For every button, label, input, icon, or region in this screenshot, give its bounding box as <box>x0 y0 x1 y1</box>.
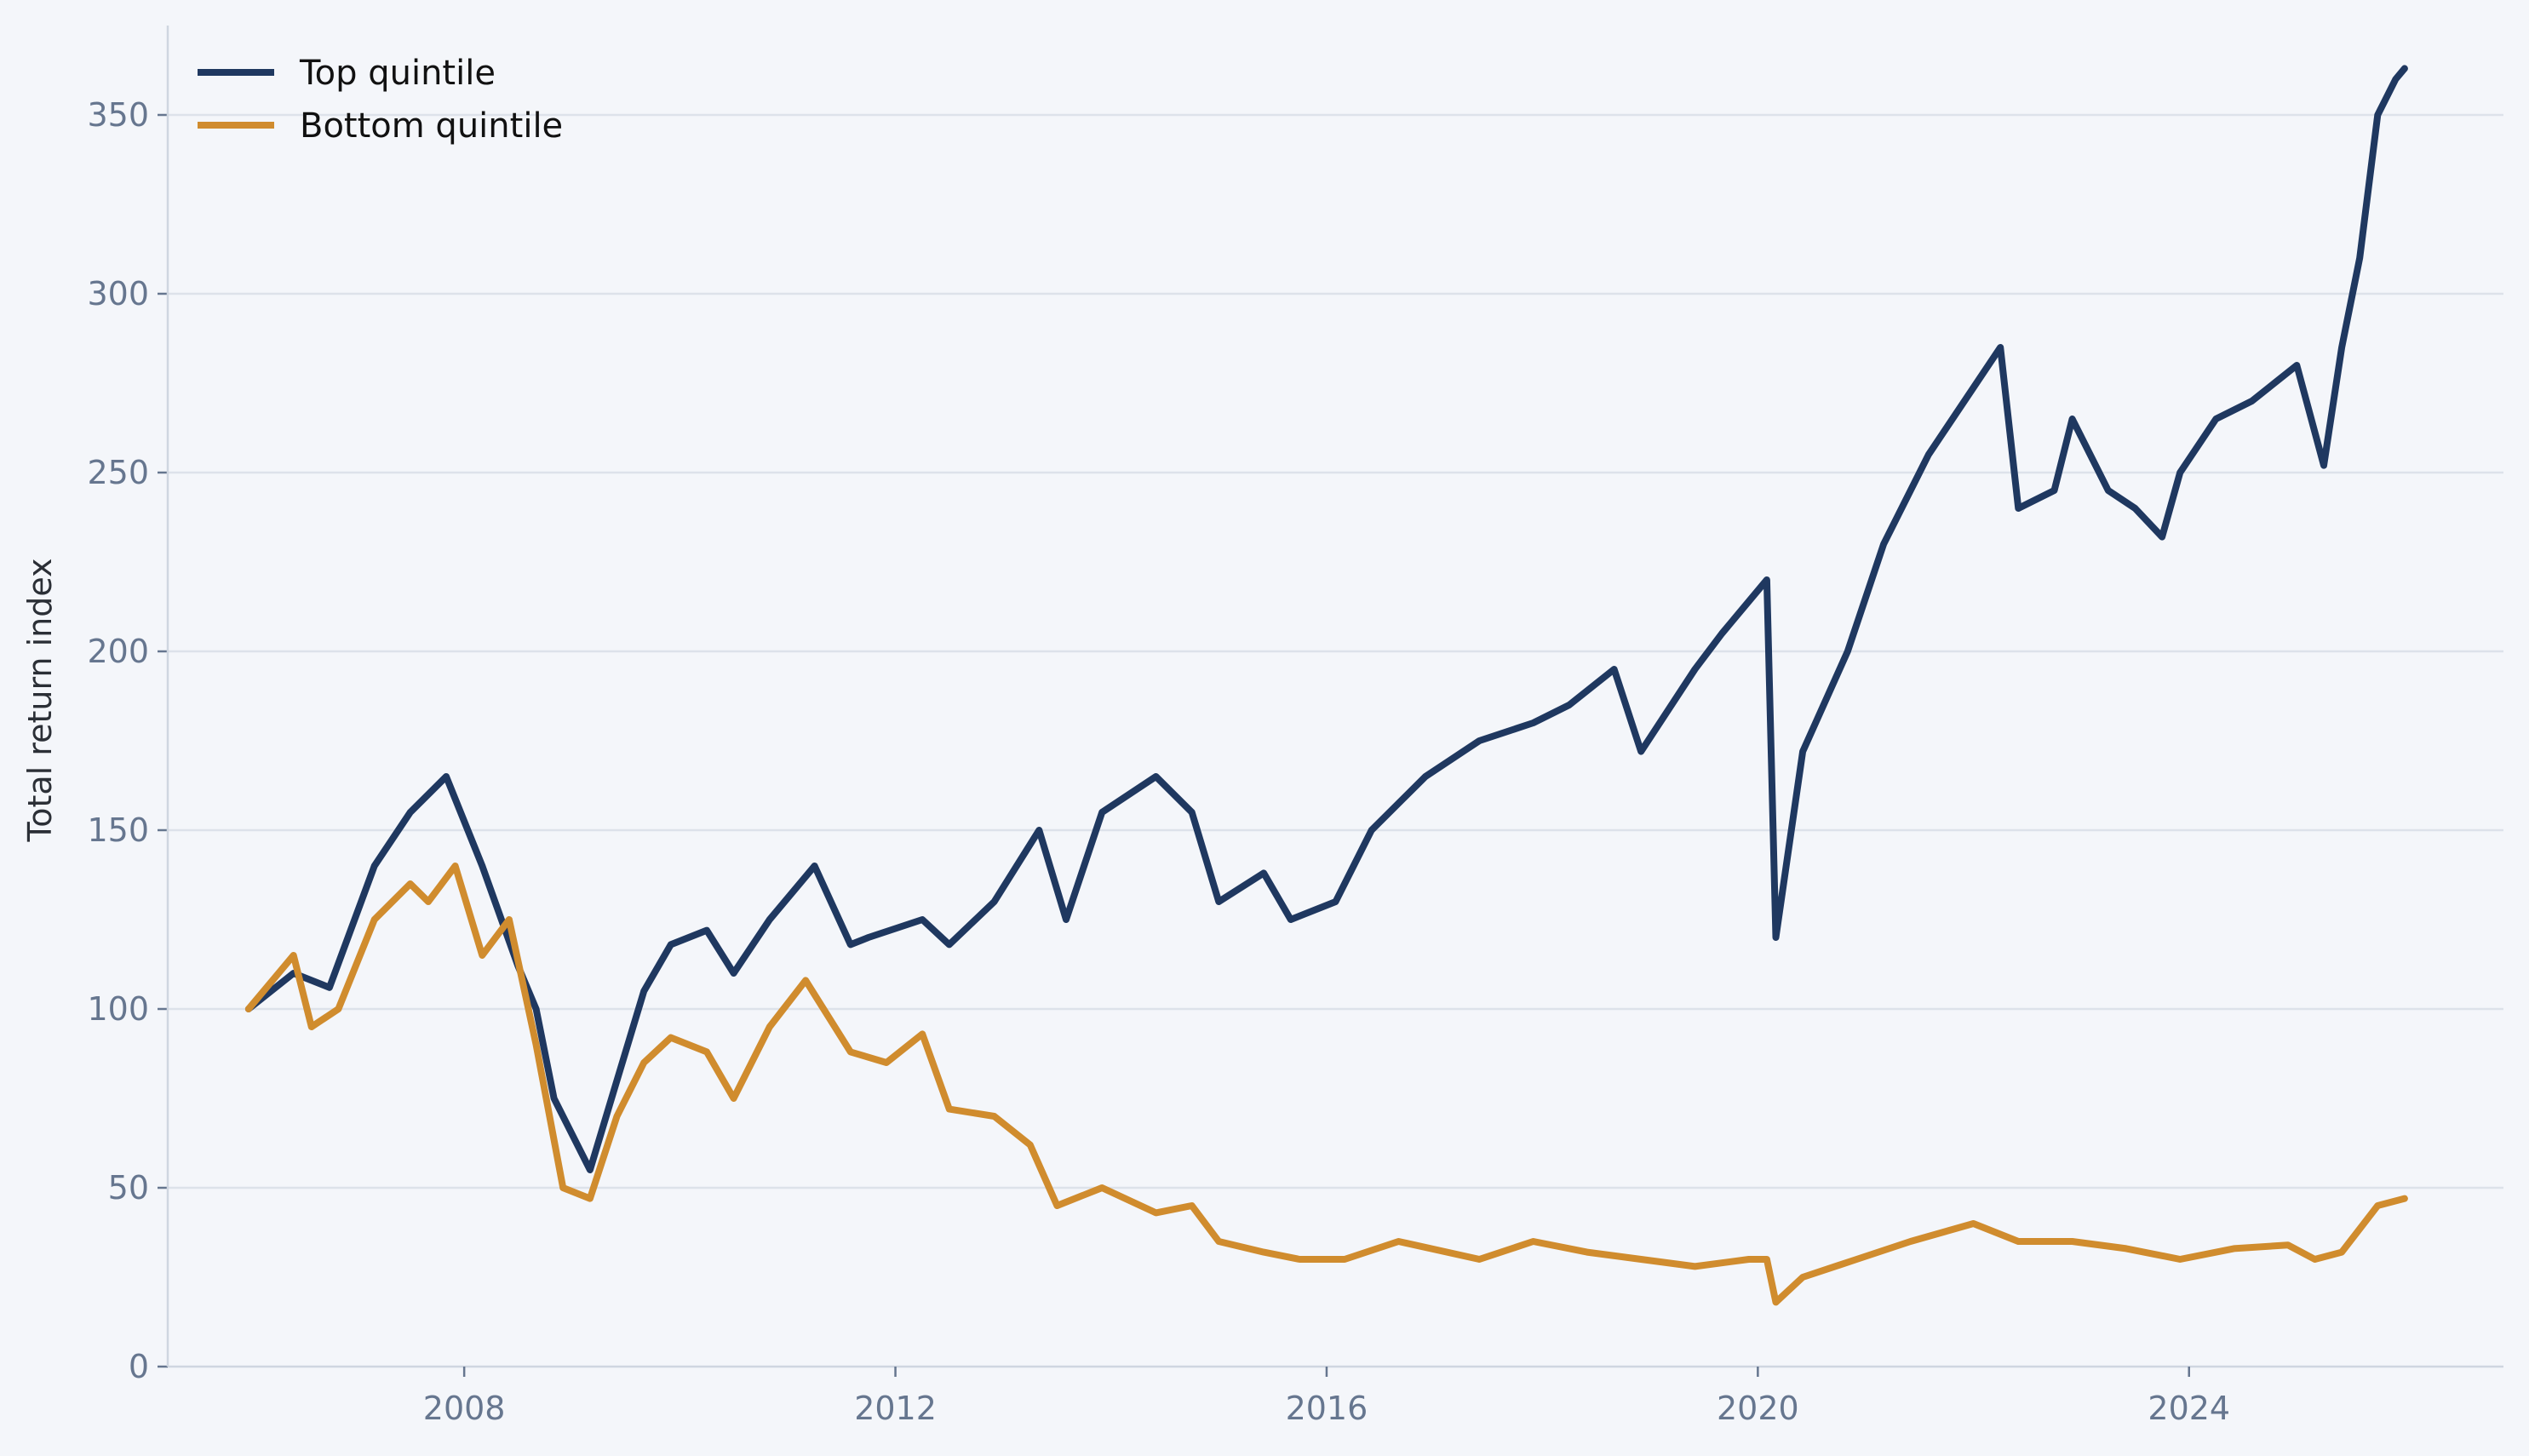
y-tick-label: 200 <box>87 633 149 670</box>
x-tick-label: 2012 <box>854 1390 937 1427</box>
grid-lines <box>168 113 2503 1189</box>
legend-label: Bottom quintile <box>300 106 563 146</box>
y-tick-label: 350 <box>87 96 149 134</box>
y-tick-label: 50 <box>108 1169 149 1207</box>
y-tick-label: 250 <box>87 454 149 491</box>
series-layer <box>244 65 2408 1306</box>
x-tick-label: 2020 <box>1717 1390 1799 1427</box>
x-tick-label: 2008 <box>423 1390 506 1427</box>
y-tick-label: 150 <box>87 811 149 849</box>
legend: Top quintile Bottom quintile <box>198 54 563 146</box>
y-axis-title: Total return index <box>21 558 59 842</box>
y-tick-label: 300 <box>87 275 149 312</box>
y-tick-label: 100 <box>87 990 149 1028</box>
series-line-bottom-quintile <box>244 863 2408 1306</box>
y-tick-label: 0 <box>129 1348 149 1385</box>
x-tick-label: 2024 <box>2148 1390 2230 1427</box>
axes: 0 50 100 150 200 250 300 350 2008 2012 2016 2020 202… <box>87 26 2503 1427</box>
series-line-top-quintile <box>244 65 2408 1173</box>
legend-label: Top quintile <box>299 54 496 93</box>
x-tick-label: 2016 <box>1286 1390 1368 1427</box>
